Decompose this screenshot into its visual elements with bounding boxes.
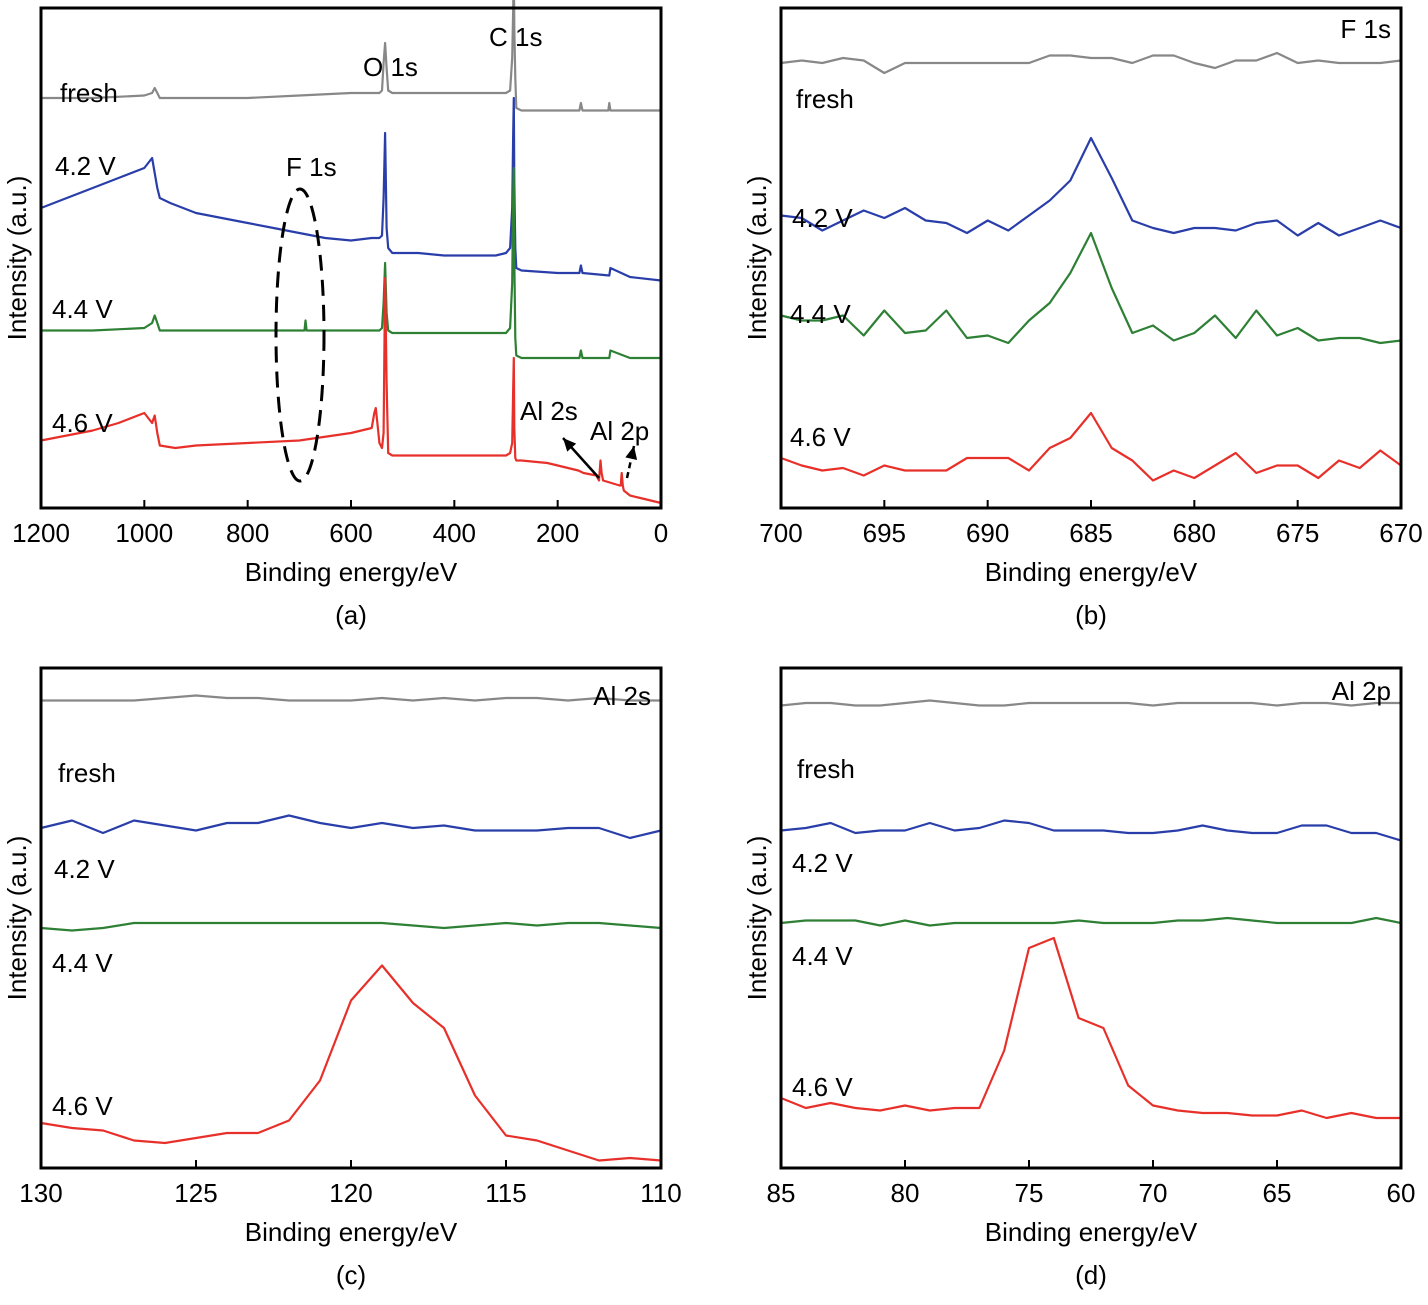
x-axis-title-b: Binding energy/eV bbox=[985, 557, 1198, 587]
x-tick-label-d: 80 bbox=[891, 1178, 920, 1208]
plot-frame-b bbox=[779, 6, 1403, 510]
al2p-arrow-head bbox=[625, 446, 638, 460]
series-label-a-4-4-v: 4.4 V bbox=[52, 294, 113, 324]
series-label-d-4-2-v: 4.2 V bbox=[792, 848, 853, 878]
y-axis-title-d: Intensity (a.u.) bbox=[742, 836, 772, 1001]
series-line-c-fresh bbox=[41, 694, 661, 702]
series-line-b-4-2-v bbox=[780, 136, 1402, 237]
series-line-c-4-2-v bbox=[40, 814, 662, 840]
y-axis-title-a: Intensity (a.u.) bbox=[2, 176, 32, 341]
x-tick-label-c: 110 bbox=[640, 1178, 681, 1208]
x-tick-label-d: 65 bbox=[1263, 1178, 1292, 1208]
x-tick-label-a: 0 bbox=[654, 518, 668, 548]
x-tick-label-b: 675 bbox=[1276, 518, 1319, 548]
peak-annotation-al-2s: Al 2s bbox=[520, 396, 578, 426]
series-line-d-fresh bbox=[780, 699, 1401, 707]
series-line-d-4-6-v bbox=[780, 936, 1401, 1120]
panel-a-survey-spectrum: 1200 1000 800 600 400 200 0 Binding energy/eV In… bbox=[0, 0, 714, 645]
x-tick-label-a: 600 bbox=[329, 518, 372, 548]
series-line-c-4-4-v bbox=[40, 921, 662, 932]
series-label-c-4-4-v: 4.4 V bbox=[52, 948, 113, 978]
series-line-c-4-6-v bbox=[40, 964, 662, 1162]
series-line-a-4-6-v bbox=[40, 276, 662, 505]
series-line-d-4-4-v bbox=[780, 916, 1402, 927]
x-axis-title-d: Binding energy/eV bbox=[985, 1217, 1198, 1247]
panel-title-d: Al 2p bbox=[1332, 676, 1391, 706]
y-axis-title-b: Intensity (a.u.) bbox=[742, 176, 772, 341]
x-tick-label-b: 695 bbox=[863, 518, 906, 548]
series-label-d-4-4-v: 4.4 V bbox=[792, 941, 853, 971]
series-label-c-4-6-v: 4.6 V bbox=[52, 1091, 113, 1121]
x-tick-label-a: 1000 bbox=[115, 518, 173, 548]
peak-annotation-o-1s: O 1s bbox=[363, 52, 418, 82]
peak-annotation-al-2p: Al 2p bbox=[590, 416, 649, 446]
series-label-d-fresh: fresh bbox=[797, 754, 855, 784]
x-tick-label-c: 120 bbox=[329, 1178, 372, 1208]
f1s-region-ellipse bbox=[274, 187, 326, 483]
chart-svg-c: 130 125 120 115 110 Binding energy/eV Intensit… bbox=[2, 666, 682, 1290]
series-label-b-fresh: fresh bbox=[796, 84, 854, 114]
panel-title-c: Al 2s bbox=[593, 681, 651, 711]
series-line-a-4-2-v bbox=[40, 96, 662, 282]
chart-svg-d: 85 80 75 70 65 60 Binding energy/eV Intensity (… bbox=[742, 666, 1416, 1290]
series-label-c-fresh: fresh bbox=[58, 758, 116, 788]
x-axis-title-c: Binding energy/eV bbox=[245, 1217, 458, 1247]
panel-title-b: F 1s bbox=[1340, 14, 1391, 44]
plot-frame-c bbox=[39, 666, 663, 1170]
plot-frame-d bbox=[779, 666, 1403, 1170]
x-tick-label-a: 200 bbox=[536, 518, 579, 548]
x-tick-label-d: 85 bbox=[767, 1178, 796, 1208]
x-tick-label-d: 70 bbox=[1139, 1178, 1168, 1208]
series-label-c-4-2-v: 4.2 V bbox=[54, 854, 115, 884]
series-label-d-4-6-v: 4.6 V bbox=[792, 1072, 853, 1102]
x-tick-label-b: 700 bbox=[759, 518, 802, 548]
series-label-a-4-2-v: 4.2 V bbox=[55, 151, 116, 181]
y-axis-title-c: Intensity (a.u.) bbox=[2, 836, 32, 1001]
panel-b-f1s-spectrum: 700 695 690 685 680 675 670 Binding energy/eV In… bbox=[740, 0, 1428, 645]
chart-svg-b: 700 695 690 685 680 675 670 Binding energy/eV In… bbox=[742, 6, 1423, 630]
series-line-b-4-6-v bbox=[780, 411, 1402, 482]
panel-caption-a: (a) bbox=[335, 600, 367, 630]
panel-caption-c: (c) bbox=[336, 1260, 366, 1290]
x-tick-label-a: 800 bbox=[226, 518, 269, 548]
x-tick-label-a: 1200 bbox=[12, 518, 70, 548]
panel-d-al2p-spectrum: 85 80 75 70 65 60 Binding energy/eV Intensity (… bbox=[740, 660, 1428, 1305]
x-tick-label-b: 685 bbox=[1069, 518, 1112, 548]
x-tick-label-b: 670 bbox=[1379, 518, 1422, 548]
peak-annotation-f-1s: F 1s bbox=[286, 152, 337, 182]
x-tick-label-c: 125 bbox=[174, 1178, 217, 1208]
x-tick-label-b: 680 bbox=[1173, 518, 1216, 548]
series-line-a-4-4-v bbox=[41, 166, 661, 360]
peak-annotation-c-1s: C 1s bbox=[489, 22, 542, 52]
x-tick-label-d: 75 bbox=[1015, 1178, 1044, 1208]
panel-caption-b: (b) bbox=[1075, 600, 1107, 630]
series-line-b-fresh bbox=[780, 51, 1402, 75]
x-tick-label-d: 60 bbox=[1387, 1178, 1416, 1208]
x-tick-label-a: 400 bbox=[433, 518, 476, 548]
series-label-b-4-4-v: 4.4 V bbox=[790, 299, 851, 329]
series-label-a-4-6-v: 4.6 V bbox=[52, 408, 113, 438]
series-line-a-fresh bbox=[41, 0, 661, 112]
series-line-b-4-4-v bbox=[780, 231, 1402, 345]
panel-caption-d: (d) bbox=[1075, 1260, 1107, 1290]
x-tick-label-b: 690 bbox=[966, 518, 1009, 548]
series-line-d-4-2-v bbox=[780, 819, 1402, 842]
al2s-arrow-head bbox=[563, 438, 577, 452]
series-label-b-4-6-v: 4.6 V bbox=[790, 422, 851, 452]
series-label-b-4-2-v: 4.2 V bbox=[792, 203, 853, 233]
x-axis-title-a: Binding energy/eV bbox=[245, 557, 458, 587]
panel-c-al2s-spectrum: 130 125 120 115 110 Binding energy/eV Intensit… bbox=[0, 660, 714, 1305]
chart-svg-a: 1200 1000 800 600 400 200 0 Binding energy/eV In… bbox=[2, 0, 668, 630]
x-tick-label-c: 115 bbox=[485, 1178, 526, 1208]
series-label-a-fresh: fresh bbox=[60, 78, 118, 108]
x-tick-label-c: 130 bbox=[19, 1178, 62, 1208]
al2p-arrow-shaft bbox=[625, 445, 636, 479]
